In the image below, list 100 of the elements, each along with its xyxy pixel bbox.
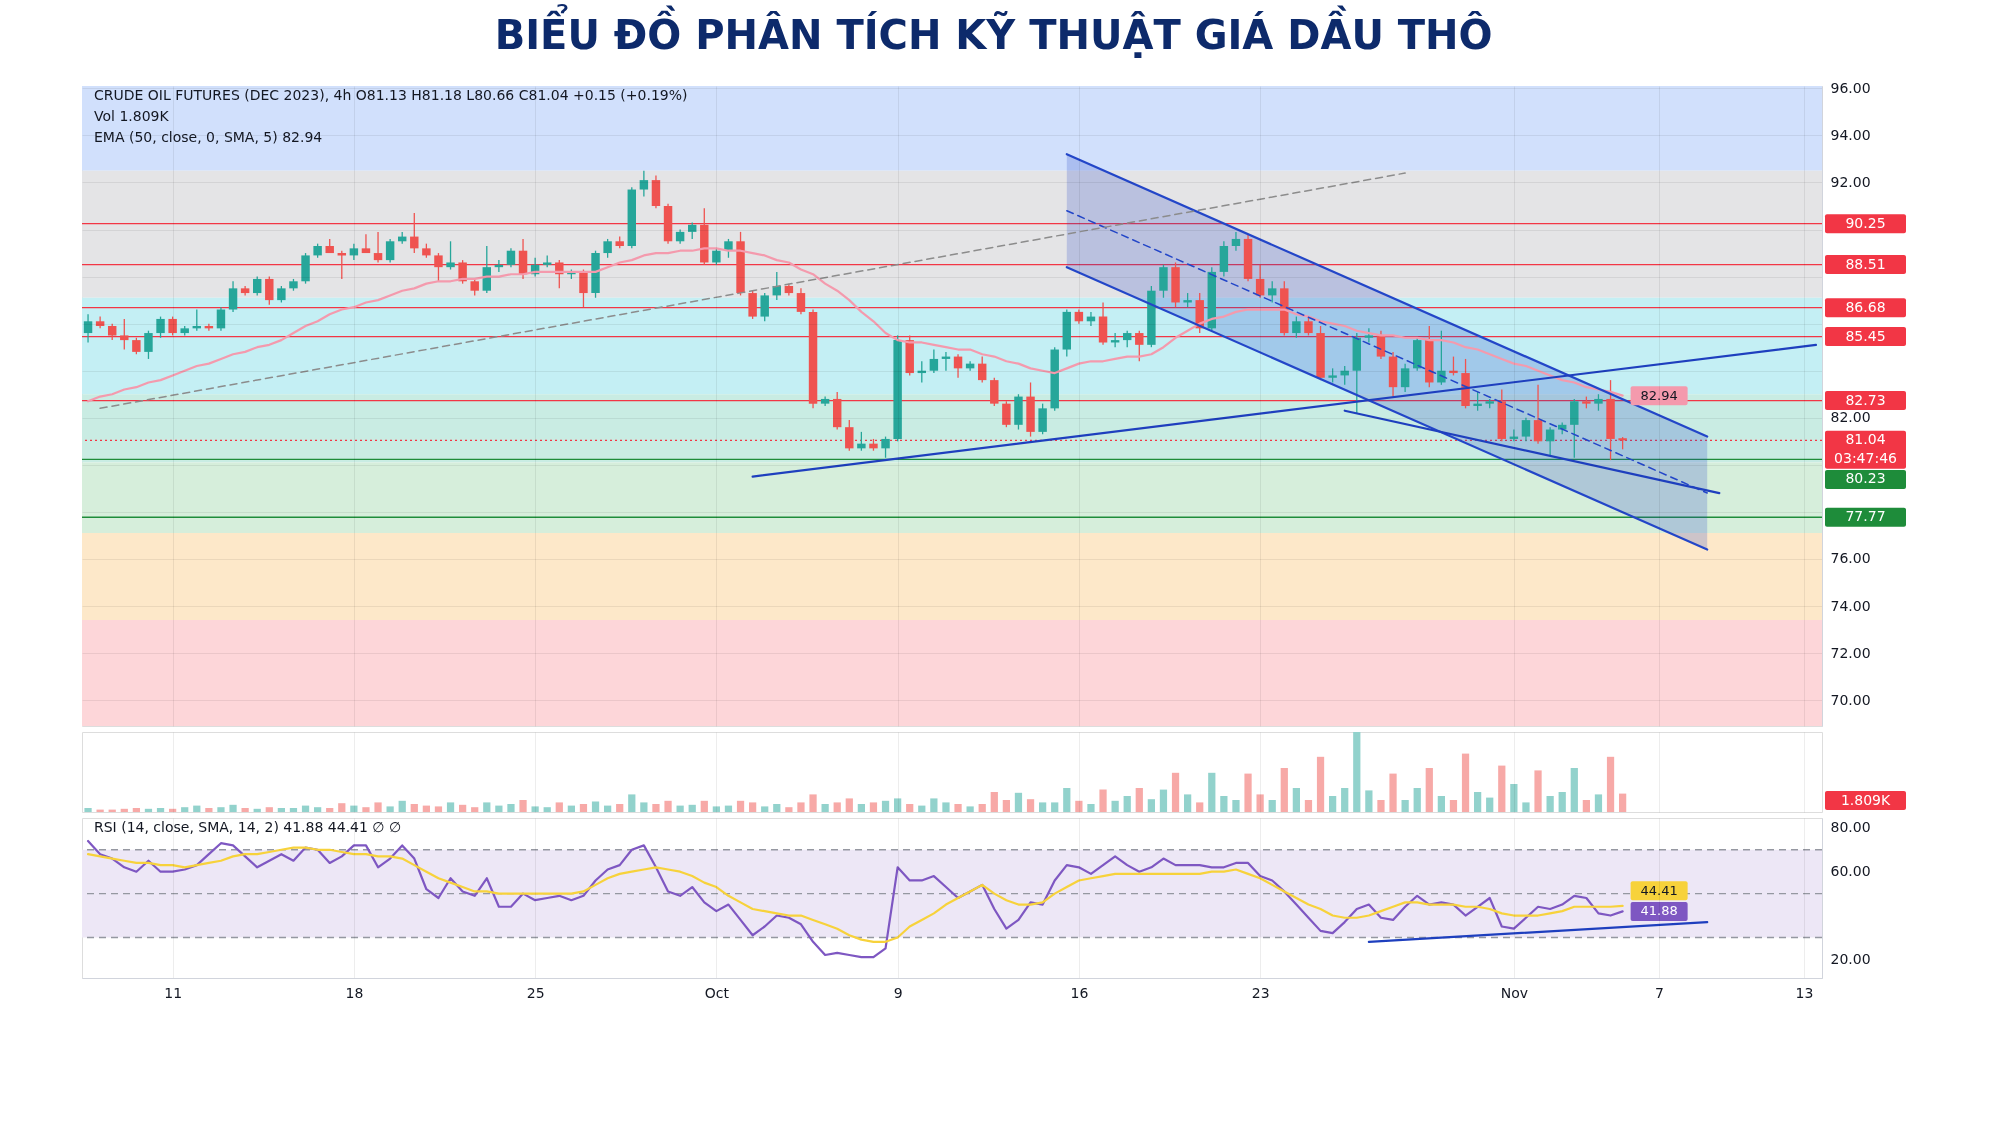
bar <box>1449 800 1458 812</box>
candlestick <box>1135 330 1144 362</box>
bar <box>144 808 153 812</box>
candlestick <box>83 313 93 344</box>
bar <box>519 800 527 812</box>
bar <box>724 805 733 812</box>
bar <box>1510 784 1518 812</box>
bar <box>398 800 406 812</box>
candlestick <box>385 238 395 264</box>
bar <box>1546 796 1554 812</box>
bar <box>181 807 189 812</box>
bar <box>1353 732 1361 812</box>
candlestick <box>506 247 516 268</box>
candlestick <box>845 419 854 452</box>
ref-line-label: 77.77 <box>1845 508 1886 525</box>
ref-line-label: 80.23 <box>1845 470 1886 487</box>
bar <box>676 805 684 812</box>
candlestick <box>446 240 455 271</box>
bar <box>314 807 322 812</box>
bar <box>459 804 467 812</box>
bar <box>1329 796 1337 812</box>
candlestick <box>458 259 467 285</box>
candlestick <box>603 238 612 259</box>
bar <box>881 800 890 812</box>
bar <box>1256 794 1264 812</box>
candlestick <box>1267 280 1277 304</box>
bar <box>1135 788 1143 812</box>
bar <box>1196 802 1204 812</box>
bar <box>857 804 865 812</box>
bar <box>1268 800 1276 812</box>
bar <box>253 808 261 812</box>
x-tick-label: Nov <box>1500 984 1529 1001</box>
x-tick-label: 25 <box>526 984 545 1001</box>
bar <box>277 808 285 812</box>
bar <box>1365 790 1373 812</box>
bar <box>785 807 793 812</box>
x-tick-label: 18 <box>345 984 364 1001</box>
y-tick-label: 20.00 <box>1830 950 1871 967</box>
ref-line-label: 88.51 <box>1845 255 1886 272</box>
bar <box>471 807 479 812</box>
candlestick <box>1449 355 1458 377</box>
bar <box>229 804 237 812</box>
bar <box>1401 800 1409 812</box>
bar <box>990 792 998 812</box>
bar <box>169 808 177 812</box>
candlestick <box>929 348 939 374</box>
bar <box>1232 800 1240 812</box>
bar <box>1111 800 1119 812</box>
bar <box>591 801 600 812</box>
bar <box>1014 792 1023 812</box>
bar <box>156 808 165 812</box>
bar <box>579 804 588 812</box>
ref-line-label: 90.25 <box>1845 214 1886 231</box>
candlestick <box>748 290 757 320</box>
bar <box>362 807 370 812</box>
bar <box>1341 788 1349 812</box>
bar <box>664 800 672 812</box>
bar <box>1534 770 1542 812</box>
bar <box>446 802 455 812</box>
candlestick <box>1400 363 1410 393</box>
candlestick <box>881 435 890 459</box>
bar <box>604 805 612 812</box>
bar <box>978 804 986 812</box>
bar <box>507 804 515 812</box>
candlestick <box>410 212 419 254</box>
data-label: 44.41 <box>1640 882 1678 898</box>
candlestick <box>156 315 165 339</box>
candlestick <box>1231 231 1241 252</box>
candlestick <box>977 355 987 384</box>
candlestick <box>1292 315 1301 339</box>
y-tick-label: 92.00 <box>1830 173 1871 190</box>
y-tick-label: 74.00 <box>1830 597 1871 614</box>
bar <box>1208 772 1216 812</box>
candlestick <box>228 280 238 313</box>
bar <box>942 802 950 812</box>
ref-line-label: 85.45 <box>1845 327 1886 344</box>
bar <box>241 808 249 812</box>
bar <box>1389 773 1397 812</box>
bar <box>1498 765 1506 812</box>
annotation: Vol 1.809K <box>94 108 170 124</box>
x-tick-label: Oct <box>704 984 730 1001</box>
bar <box>894 798 902 812</box>
y-tick-label: 80.00 <box>1830 819 1871 836</box>
bar <box>326 808 334 812</box>
bar <box>1159 789 1168 812</box>
bar <box>809 794 817 812</box>
bar <box>120 808 128 812</box>
line-series <box>86 846 1624 943</box>
bar <box>132 808 140 812</box>
bar <box>1522 802 1530 812</box>
candlestick <box>1304 315 1313 337</box>
bar <box>567 805 575 812</box>
bar <box>918 805 926 812</box>
bar <box>483 802 491 812</box>
candlestick <box>1002 400 1011 428</box>
bar <box>1461 753 1470 812</box>
bar <box>1558 792 1566 812</box>
candlestick <box>265 275 274 306</box>
bar <box>869 802 878 812</box>
candlestick <box>579 268 588 308</box>
